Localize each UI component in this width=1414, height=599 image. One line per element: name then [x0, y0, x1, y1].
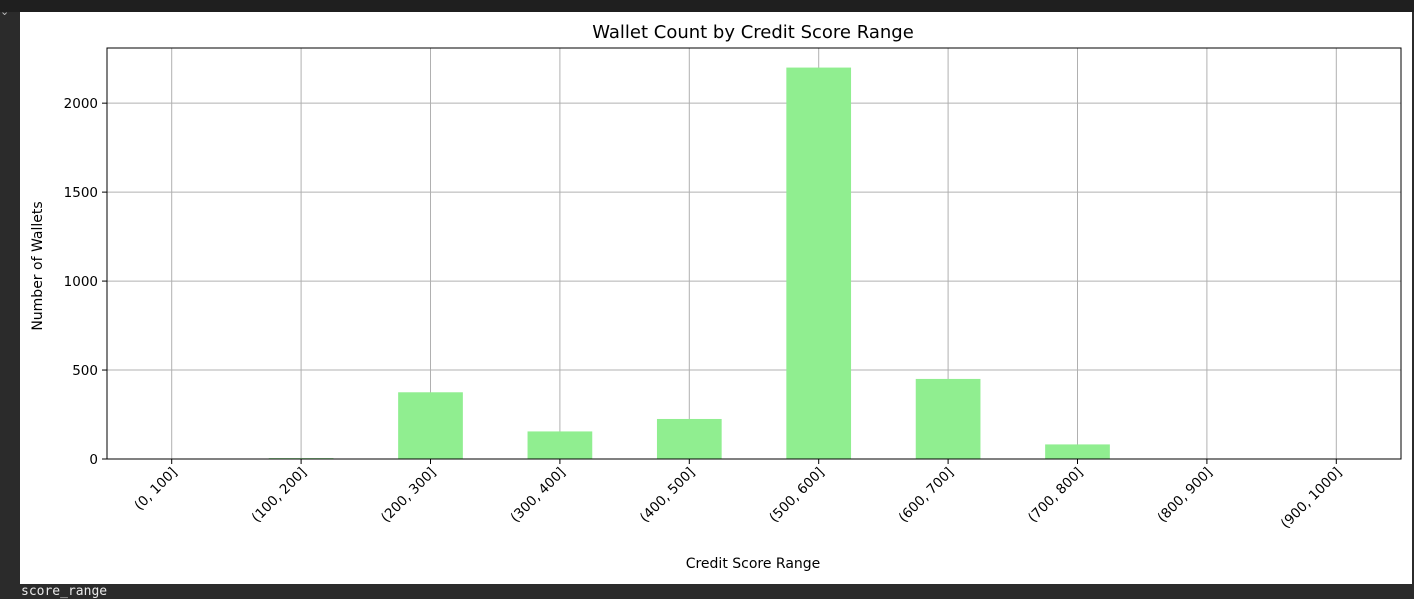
plot-frame: [106, 47, 1402, 460]
x-tick-label: (0, 100]: [131, 465, 180, 514]
y-tick-label: 1500: [64, 185, 98, 201]
x-tick-label: (200, 300]: [378, 465, 439, 526]
bar-layer: [268, 67, 1110, 460]
x-axis-label: Credit Score Range: [686, 556, 821, 572]
chart-title: Wallet Count by Credit Score Range: [592, 22, 914, 43]
x-tick-label: (900, 1000]: [1278, 465, 1345, 532]
chart-figure: Wallet Count by Credit Score Range 0 500 1…: [20, 12, 1412, 584]
y-tick-label: 0: [89, 452, 98, 468]
y-tick-label: 1000: [64, 274, 98, 290]
x-tick-label: (400, 500]: [637, 465, 698, 526]
axis-layer: 0 500 1000 1500 2000 (0, 100] (100, 200] (200, …: [64, 47, 1402, 532]
bar-chart: Wallet Count by Credit Score Range 0 500 1…: [30, 22, 1402, 572]
y-tick-label: 500: [72, 363, 98, 379]
x-tick-label: (500, 600]: [766, 465, 827, 526]
chevron-down-icon[interactable]: ⌄: [0, 5, 10, 18]
bar: [656, 418, 722, 459]
bar: [398, 392, 463, 459]
bar: [1045, 444, 1110, 459]
x-tick-label: (300, 400]: [507, 465, 568, 526]
x-tick-label: (600, 700]: [896, 465, 957, 526]
notebook-toolbar-strip: [0, 0, 1414, 12]
y-axis-label: Number of Wallets: [30, 201, 46, 330]
x-tick-label: (700, 800]: [1025, 465, 1086, 526]
bar: [786, 67, 852, 460]
bar: [915, 378, 981, 459]
bar: [527, 431, 593, 459]
y-tick-label: 2000: [64, 96, 98, 112]
cell-output-text: score_range: [21, 584, 108, 599]
x-tick-label: (800, 900]: [1154, 465, 1215, 526]
x-tick-label: (100, 200]: [249, 465, 310, 526]
grid-layer: [107, 48, 1401, 460]
